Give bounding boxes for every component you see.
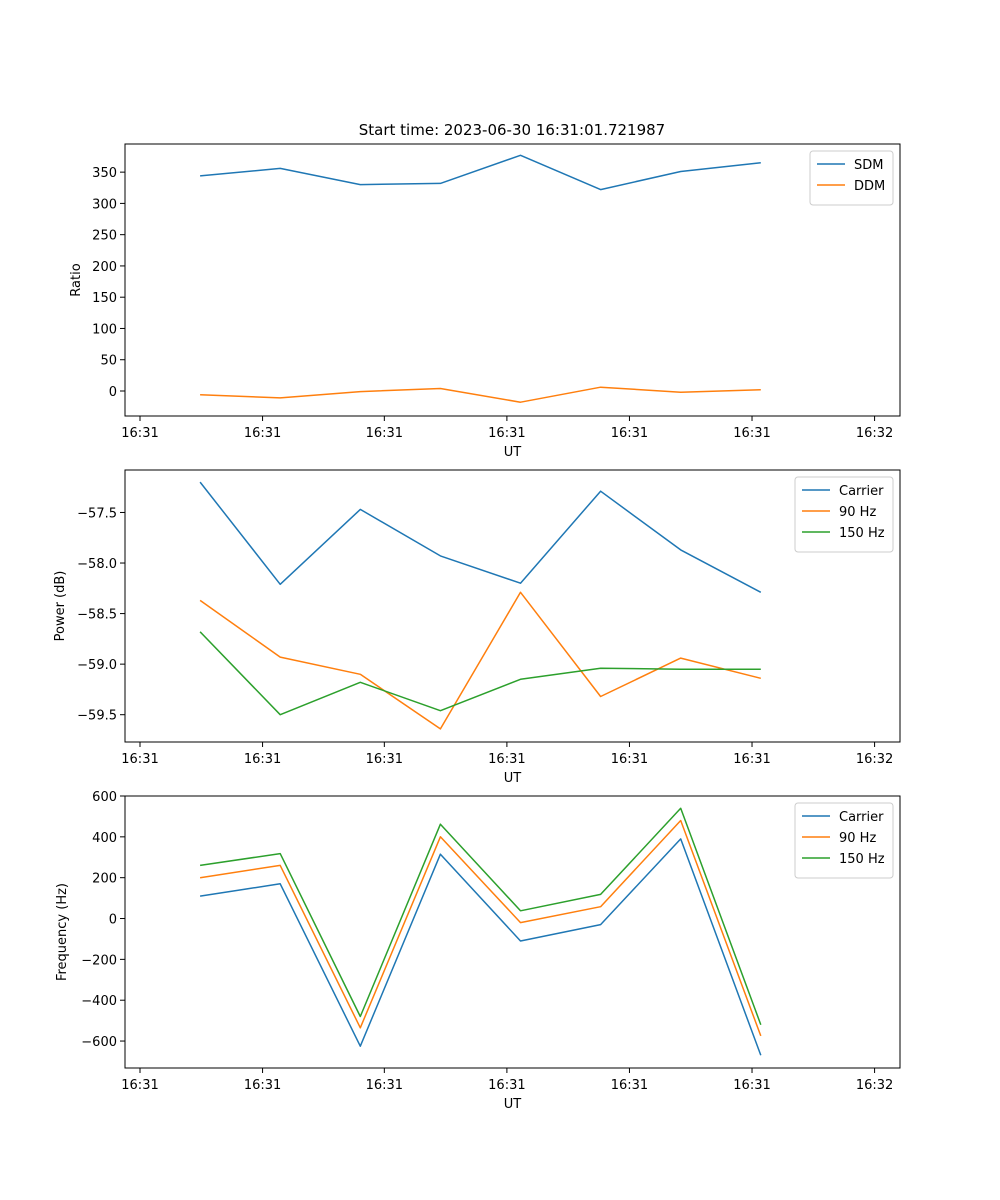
legend-box [794,476,894,553]
y-tick-label: −57.5 [77,506,117,521]
legend: Carrier 90 Hz 150 Hz [794,802,894,879]
x-tick-label: 16:31 [366,1078,403,1093]
y-axis-label: Ratio [69,263,84,296]
y-tick-label: −58.5 [77,608,117,623]
chart-panel-1: 16:31 16:31 16:31 16:31 16:31 16:31 16:32 0 50 10… [69,143,901,460]
series-line-90-hz [199,591,761,730]
chart-panel-3: 16:31 16:31 16:31 16:31 16:31 16:31 16:32 600 40… [55,790,901,1112]
x-tick-label: 16:31 [121,752,158,767]
legend-label: Carrier [839,484,884,499]
legend-label: Carrier [839,810,884,825]
y-tick-label: 600 [92,790,117,805]
legend: Carrier 90 Hz 150 Hz [794,476,894,553]
x-tick-label: 16:31 [244,426,281,441]
y-tick-label: 0 [109,385,117,400]
y-tick-label: −59.0 [77,658,117,673]
series-line-150-hz [199,807,762,1025]
x-tick-label: 16:32 [856,752,893,767]
x-tick-label: 16:31 [611,1078,648,1093]
series-line-sdm [200,154,761,191]
legend-label: 90 Hz [839,831,876,846]
x-tick-label: 16:31 [121,1078,158,1093]
y-tick-label: 250 [92,229,117,244]
x-tick-label: 16:31 [611,752,648,767]
chart-panel-2: 16:31 16:31 16:31 16:31 16:31 16:31 16:32 −57.5… [53,469,901,786]
axes-frame [124,143,901,417]
legend-label: SDM [854,158,883,173]
legend-label: 150 Hz [839,852,885,867]
y-tick-label: 200 [92,260,117,275]
legend-label: 150 Hz [839,526,885,541]
x-tick-label: 16:31 [733,426,770,441]
series-line-carrier [199,481,762,593]
x-axis-label: UT [504,445,522,460]
x-tick-label: 16:31 [244,1078,281,1093]
y-tick-label: 100 [92,322,117,337]
axes-frame [124,469,901,743]
axes-frame [124,795,901,1069]
legend-label: 90 Hz [839,505,876,520]
x-tick-label: 16:31 [366,752,403,767]
y-tick-label: 400 [92,831,117,846]
y-axis-label: Frequency (Hz) [55,883,70,981]
series-line-90-hz [199,819,762,1037]
legend: SDM DDM [809,150,894,206]
x-axis-label: UT [504,1097,522,1112]
legend-label: DDM [854,179,885,194]
x-axis-label: UT [504,771,522,786]
y-tick-label: 350 [92,166,117,181]
x-tick-label: 16:31 [244,752,281,767]
x-tick-label: 16:31 [366,426,403,441]
x-tick-label: 16:31 [488,752,525,767]
panels: 16:31 16:31 16:31 16:31 16:31 16:31 16:32 0 50 10… [53,143,901,1112]
x-tick-label: 16:31 [488,1078,525,1093]
y-tick-label: 0 [109,913,117,928]
y-axis-label: Power (dB) [53,571,68,642]
series-line-carrier [199,838,762,1056]
x-tick-label: 16:31 [488,426,525,441]
legend-box [794,802,894,879]
y-tick-label: 150 [92,291,117,306]
y-tick-label: −400 [81,994,117,1009]
y-tick-label: 200 [92,872,117,887]
x-tick-label: 16:31 [733,1078,770,1093]
y-tick-label: −58.0 [77,557,117,572]
y-tick-label: 300 [92,197,117,212]
x-tick-label: 16:32 [856,426,893,441]
chart-title: Start time: 2023-06-30 16:31:01.721987 [359,121,665,139]
y-tick-label: −59.5 [77,709,117,724]
series-line-150-hz [199,631,761,716]
y-tick-label: −200 [81,953,117,968]
series-line-ddm [200,386,761,403]
x-tick-label: 16:31 [733,752,770,767]
y-tick-label: −600 [81,1035,117,1050]
y-tick-label: 50 [100,354,117,369]
x-tick-label: 16:31 [611,426,648,441]
x-tick-label: 16:31 [121,426,158,441]
x-tick-label: 16:32 [856,1078,893,1093]
